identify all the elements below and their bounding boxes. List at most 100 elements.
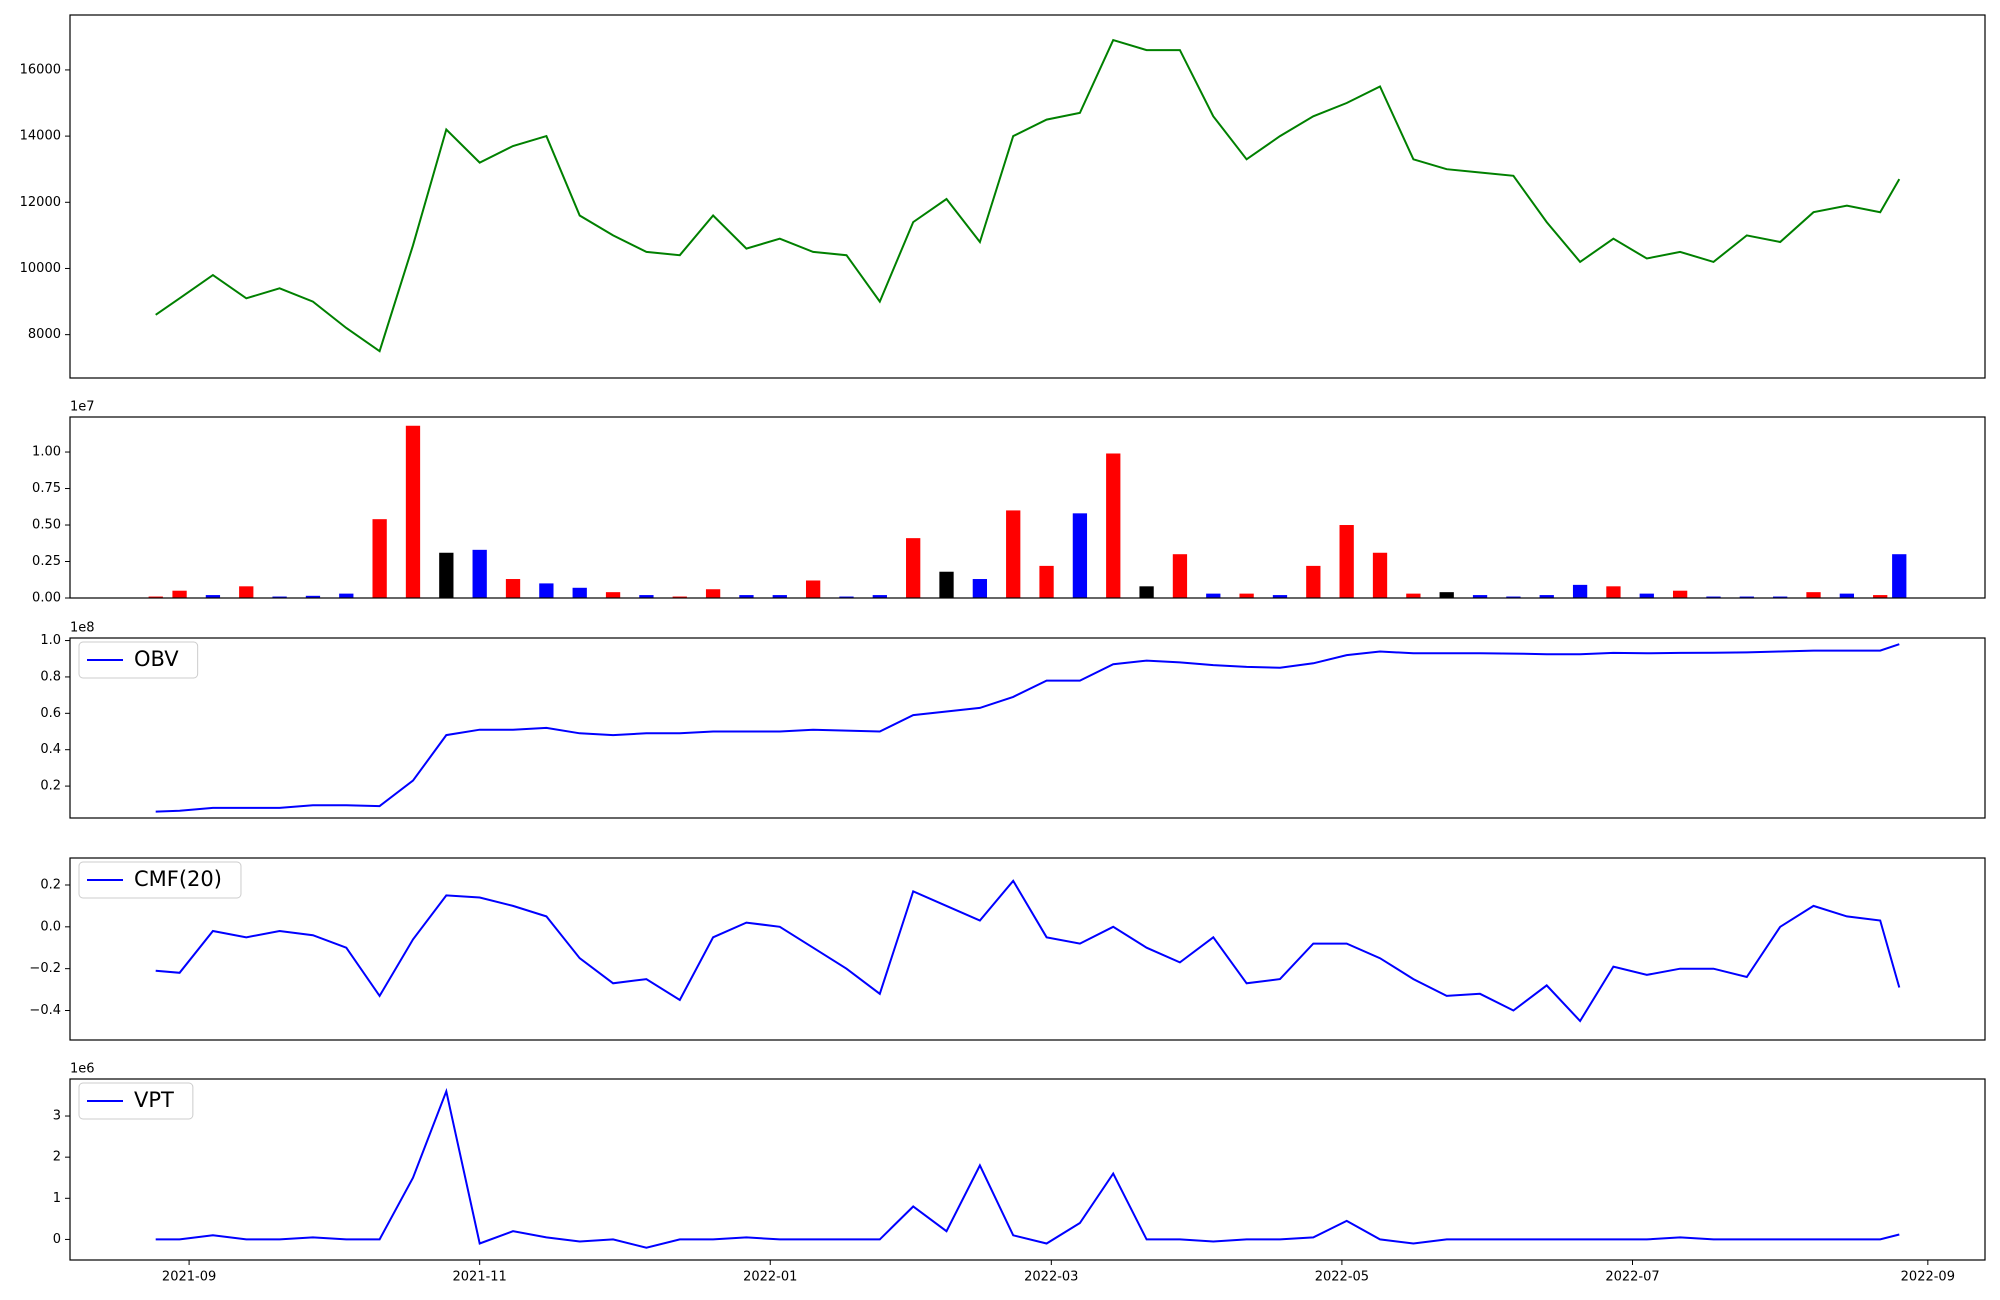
- panel: 8000 10000 12000 14000 16000: [20, 14, 1986, 379]
- legend-label: OBV: [134, 647, 179, 671]
- volume-bar: [1272, 595, 1288, 598]
- volume-bar: [172, 590, 187, 598]
- x-tick-label: 2021-11: [453, 1270, 507, 1285]
- legend-box: [78, 1082, 194, 1120]
- volume-bar: [672, 596, 687, 598]
- legend-box: [78, 861, 242, 899]
- volume-bar: [772, 595, 787, 598]
- volume-bar: [505, 579, 521, 598]
- y-tick-label: 1: [53, 1191, 61, 1206]
- volume-bar: [1472, 595, 1488, 598]
- volume-bar: [1839, 593, 1854, 598]
- panel: −0.4 −0.2 0.0 0.2 CMF(20): [29, 857, 1986, 1041]
- volume-bar: [1773, 596, 1788, 598]
- y-tick-label: 0.8: [40, 669, 61, 684]
- y-tick-label: 0.25: [32, 554, 61, 569]
- volume-bar: [1372, 552, 1388, 598]
- legend: VPT: [78, 1082, 194, 1120]
- volume-bar: [1039, 565, 1054, 598]
- volume-bar: [272, 596, 287, 598]
- y-tick-label: 0.00: [32, 591, 61, 606]
- y-tick-label: 14000: [20, 129, 61, 144]
- x-tick-label: 2022-01: [743, 1270, 797, 1285]
- volume-bar: [372, 519, 387, 598]
- indicator-line: [155, 879, 1901, 1023]
- volume-bar: [1539, 595, 1554, 598]
- indicator-line: [155, 643, 1900, 813]
- volume-bar: [705, 589, 721, 598]
- volume-bar: [1572, 584, 1588, 598]
- volume-bar: [1072, 513, 1088, 598]
- volume-bar: [572, 587, 587, 598]
- volume-bar: [739, 595, 754, 598]
- volume-bar: [1639, 593, 1654, 598]
- x-tick-label: 2022-05: [1315, 1270, 1369, 1285]
- axes-frame: [69, 416, 1986, 599]
- volume-bar: [872, 595, 887, 598]
- volume-bar: [1506, 596, 1521, 598]
- panel: 0.00 0.25 0.50 0.75 1.00 1e7: [32, 400, 1986, 606]
- panel: 0 1 2 3 1e6 2021-09 2021-11 2022-01 2022-03 2022-…: [53, 1062, 1986, 1285]
- axis-offset: 1e7: [70, 400, 95, 415]
- y-tick-label: 8000: [28, 327, 61, 342]
- y-tick-label: 10000: [20, 261, 61, 276]
- y-tick-label: −0.4: [29, 1003, 61, 1018]
- y-tick-label: 0.6: [40, 706, 61, 721]
- y-tick-label: 16000: [20, 62, 61, 77]
- volume-bar: [339, 593, 354, 598]
- volume-bar: [205, 595, 221, 598]
- y-tick-label: 0.0: [40, 919, 61, 934]
- volume-bar: [839, 596, 854, 598]
- volume-bar: [305, 595, 321, 598]
- y-tick-label: 0: [53, 1232, 61, 1247]
- volume-bar: [1739, 596, 1754, 598]
- axis-offset: 1e8: [70, 621, 95, 636]
- volume-bar: [1139, 586, 1154, 598]
- volume-bar: [972, 579, 988, 598]
- x-tick-label: 2022-07: [1605, 1270, 1659, 1285]
- y-tick-label: 3: [53, 1109, 61, 1124]
- axis-offset: 1e6: [70, 1062, 95, 1077]
- panel: 0.2 0.4 0.6 0.8 1.0 1e8 OBV: [40, 621, 1986, 819]
- axes-frame: [69, 857, 1986, 1041]
- y-tick-label: 0.4: [40, 742, 61, 757]
- volume-bar: [906, 538, 921, 598]
- volume-bar: [1892, 554, 1907, 598]
- volume-bar: [239, 586, 254, 598]
- volume-bar: [1806, 592, 1821, 598]
- volume-bar: [1006, 510, 1021, 598]
- volume-bar: [539, 583, 554, 598]
- volume-bar: [148, 596, 163, 598]
- price-line: [155, 38, 1901, 353]
- volume-bar: [1206, 593, 1221, 598]
- volume-bar: [1672, 590, 1688, 598]
- x-tick-label: 2021-09: [162, 1270, 216, 1285]
- axes-frame: [69, 1078, 1986, 1261]
- volume-bar: [1406, 593, 1421, 598]
- volume-bar: [439, 552, 454, 598]
- volume-bar: [1873, 595, 1888, 598]
- legend: OBV: [78, 641, 199, 679]
- y-tick-label: 0.2: [40, 779, 61, 794]
- volume-bar: [639, 595, 654, 598]
- volume-bar: [1339, 525, 1354, 598]
- y-tick-label: 0.50: [32, 518, 61, 533]
- legend-label: CMF(20): [134, 867, 222, 891]
- volume-bar: [1439, 592, 1454, 598]
- volume-bar: [472, 549, 487, 598]
- volume-bar: [939, 571, 954, 598]
- legend: CMF(20): [78, 861, 242, 899]
- y-tick-label: −0.2: [29, 961, 61, 976]
- x-tick-label: 2022-09: [1901, 1270, 1955, 1285]
- y-tick-label: 12000: [20, 195, 61, 210]
- axes-frame: [69, 14, 1986, 379]
- legend-label: VPT: [134, 1088, 174, 1112]
- volume-bar: [605, 592, 621, 598]
- volume-bar: [1306, 565, 1321, 598]
- y-tick-label: 0.75: [32, 481, 61, 496]
- axes-frame: [69, 637, 1986, 819]
- y-tick-label: 0.2: [40, 877, 61, 892]
- y-tick-label: 1.0: [40, 633, 61, 648]
- volume-bar: [1606, 586, 1621, 598]
- volume-bar: [405, 425, 421, 598]
